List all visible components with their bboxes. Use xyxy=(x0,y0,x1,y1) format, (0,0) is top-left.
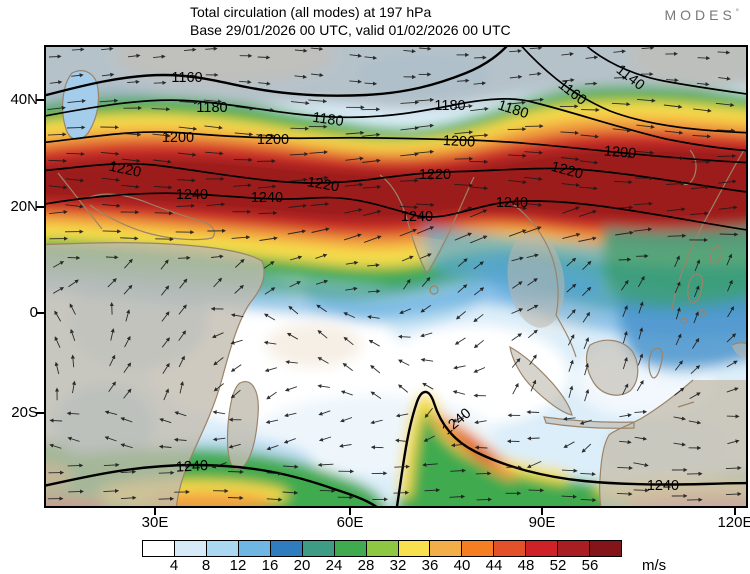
contour-label: 1180 xyxy=(434,98,465,114)
colorbar-tick-label: 28 xyxy=(357,557,375,574)
y-axis-tick xyxy=(36,99,44,101)
colorbar-cell xyxy=(526,541,559,556)
colorbar-tick-label: 20 xyxy=(293,557,311,574)
modes-logo: MODES° xyxy=(664,7,740,23)
colorbar-cell xyxy=(174,541,207,556)
colorbar-cell xyxy=(270,541,303,556)
colorbar-cell xyxy=(302,541,335,556)
y-axis-label: 20S xyxy=(11,404,38,421)
contour-label: 1200 xyxy=(442,133,475,151)
colorbar-tick-label: 12 xyxy=(229,557,247,574)
contour-label: 1160 xyxy=(171,70,202,86)
colorbar-cell xyxy=(462,541,495,556)
wind-arrows xyxy=(47,45,742,503)
contour-lines xyxy=(44,45,748,508)
modes-logo-text: MODES xyxy=(664,7,736,23)
colorbar-tick-label: 16 xyxy=(261,557,279,574)
contour-label: 1180 xyxy=(311,110,344,130)
colorbar-cell xyxy=(206,541,239,556)
chart-header: Total circulation (all modes) at 197 hPa… xyxy=(190,3,511,39)
colorbar-tick-label: 8 xyxy=(201,557,211,574)
colorbar xyxy=(142,540,622,557)
contour-label: 1220 xyxy=(306,174,341,195)
contour-label: 1240 xyxy=(647,478,679,494)
colorbar-cell xyxy=(494,541,527,556)
colorbar-tick-label: 24 xyxy=(325,557,343,574)
y-axis-label: 20N xyxy=(10,198,38,215)
colorbar-cell xyxy=(334,541,367,556)
colorbar-tick-label: 36 xyxy=(421,557,439,574)
colorbar-tick-label: 44 xyxy=(485,557,503,574)
y-axis-tick xyxy=(36,412,44,414)
contour-label: 1180 xyxy=(196,100,227,116)
contour-label: 1240 xyxy=(251,190,283,206)
contour-label: 1240 xyxy=(175,458,208,476)
colorbar-cell xyxy=(430,541,463,556)
colorbar-tick-label: 52 xyxy=(549,557,567,574)
wind-speed-shading xyxy=(44,45,748,508)
contour-label: 1220 xyxy=(108,159,143,181)
y-axis-tick xyxy=(36,206,44,208)
colorbar-cell xyxy=(143,541,175,556)
contour-label: 1200 xyxy=(257,132,289,148)
modes-logo-mark: ° xyxy=(735,7,740,17)
x-axis-label: 90E xyxy=(528,514,556,531)
colorbar-tick-label: 4 xyxy=(169,557,179,574)
colorbar-cell xyxy=(398,541,431,556)
contour-label: 1240 xyxy=(401,209,433,225)
colorbar-unit-label: m/s xyxy=(642,557,667,574)
land-shading xyxy=(44,70,748,508)
y-axis-label: 40N xyxy=(10,91,38,108)
y-axis-tick xyxy=(36,312,44,314)
x-axis-tick xyxy=(154,508,156,515)
map-frame xyxy=(44,45,748,508)
contour-label: 1200 xyxy=(162,130,194,146)
x-axis-tick xyxy=(734,508,736,515)
colorbar-cell xyxy=(558,541,591,556)
contour-label: 1240 xyxy=(176,187,208,203)
x-axis-label: 60E xyxy=(336,514,364,531)
contour-label: 1220 xyxy=(419,167,451,183)
x-axis-label: 120E xyxy=(717,514,750,531)
colorbar-tick-label: 32 xyxy=(389,557,407,574)
contour-label: 1240 xyxy=(496,195,528,211)
x-axis-label: 30E xyxy=(141,514,169,531)
x-axis-tick xyxy=(349,508,351,515)
colorbar-tick-label: 40 xyxy=(453,557,471,574)
colorbar-tick-label: 56 xyxy=(581,557,599,574)
colorbar-cell xyxy=(238,541,271,556)
x-axis-tick xyxy=(541,508,543,515)
contour-label: 1200 xyxy=(603,143,637,162)
chart-subtitle: Base 29/01/2026 00 UTC, valid 01/02/2026… xyxy=(190,22,511,38)
colorbar-cell xyxy=(590,541,622,556)
colorbar-cell xyxy=(366,541,399,556)
chart-title: Total circulation (all modes) at 197 hPa xyxy=(190,4,432,20)
y-axis-label: 0 xyxy=(29,304,38,321)
colorbar-tick-label: 48 xyxy=(517,557,535,574)
